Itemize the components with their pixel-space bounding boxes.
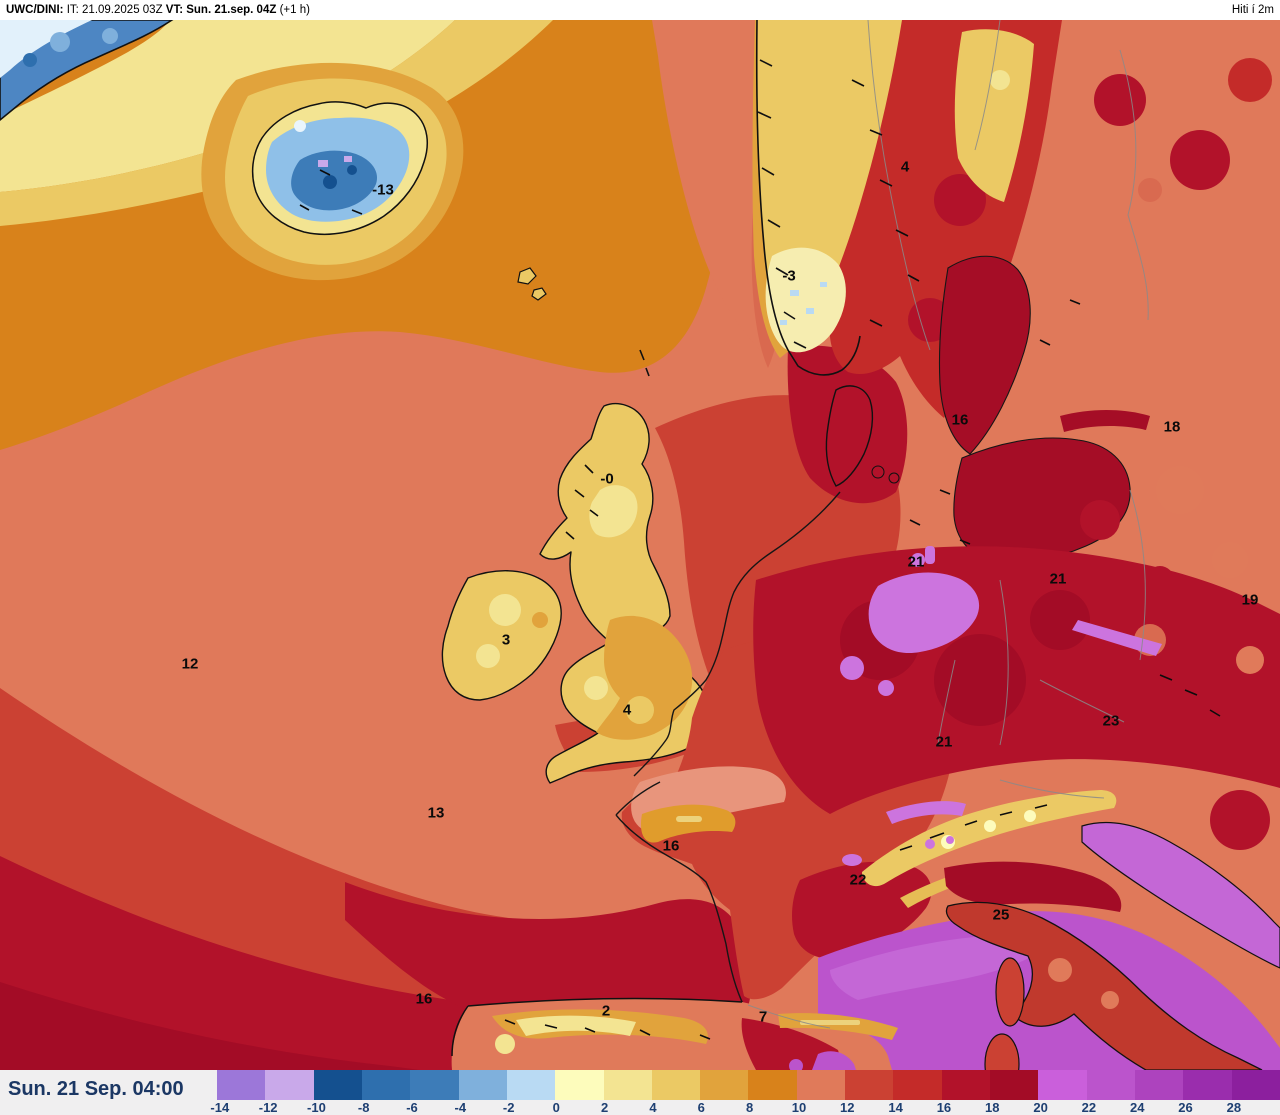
colorbar-swatch bbox=[361, 1070, 411, 1100]
country-borders bbox=[747, 20, 1149, 1029]
colorbar-tick-label: 20 bbox=[1033, 1100, 1048, 1115]
colorbar-tick-label: 4 bbox=[649, 1100, 657, 1115]
header-bar: UWC/DINI: IT: 21.09.2025 03Z VT: Sun. 21… bbox=[0, 0, 1280, 20]
init-time: IT: 21.09.2025 03Z bbox=[63, 4, 166, 16]
colorbar-swatch bbox=[1038, 1070, 1087, 1100]
temperature-label: 25 bbox=[992, 906, 1010, 924]
colorbar-swatch bbox=[700, 1070, 749, 1100]
temperature-label: 16 bbox=[415, 990, 433, 1008]
color-scale-ticks: -14 -12 -10 -8 -6 -4 -2 0 2 4 6 8 10 12 14 16 18 20 22 24 26… bbox=[210, 1100, 1280, 1115]
colorbar-tick-label: 0 bbox=[552, 1100, 560, 1115]
colorbar-swatch bbox=[748, 1070, 797, 1100]
colorbar-tick-label: 24 bbox=[1129, 1100, 1145, 1115]
temperature-label: 16 bbox=[662, 837, 680, 855]
colorbar-swatch bbox=[941, 1070, 990, 1100]
colorbar-swatch bbox=[458, 1070, 507, 1100]
temperature-label: 23 bbox=[1102, 712, 1120, 730]
colorbar-tick-label: -4 bbox=[454, 1100, 467, 1115]
color-scale: -14 -12 -10 -8 -6 -4 -2 0 2 4 6 8 10 12 14 16 18 20 22 24 26… bbox=[210, 1070, 1280, 1115]
colorbar-tick-label: 8 bbox=[745, 1100, 754, 1115]
colorbar-swatch bbox=[313, 1070, 362, 1100]
colorbar-tick-label: -12 bbox=[258, 1100, 278, 1115]
colorbar-tick-label: 10 bbox=[791, 1100, 807, 1115]
colorbar-swatch bbox=[893, 1070, 942, 1100]
valid-datetime: Sun. 21 Sep. 04:00 bbox=[8, 1078, 184, 1100]
temperature-label: 7 bbox=[758, 1008, 768, 1026]
terrain-hatches bbox=[299, 79, 1221, 1040]
map-graphic bbox=[0, 20, 1280, 1070]
temperature-label: 22 bbox=[849, 871, 867, 889]
colorbar-swatch bbox=[1134, 1070, 1184, 1100]
parameter-title: Hiti í 2m bbox=[1231, 4, 1274, 16]
colorbar-swatch bbox=[603, 1070, 652, 1100]
colorbar-tick-label: -8 bbox=[357, 1100, 370, 1115]
colorbar-swatch bbox=[990, 1070, 1039, 1100]
colorbar-tick-label: -2 bbox=[502, 1100, 515, 1115]
colorbar-tick-label: 16 bbox=[936, 1100, 952, 1115]
colorbar-tick-label: 6 bbox=[697, 1100, 705, 1115]
temperature-label: 16 bbox=[951, 411, 969, 429]
footer-bar: Sun. 21 Sep. 04:00 -14 -12 -10 -8 -6 -4 -2 0 2 4 6… bbox=[0, 1070, 1280, 1115]
model-label: UWC/DINI: bbox=[6, 4, 64, 16]
temperature-label: 21 bbox=[907, 553, 925, 571]
colorbar-swatch bbox=[410, 1070, 459, 1100]
temperature-label: 4 bbox=[900, 158, 910, 176]
colorbar-tick-label: -10 bbox=[307, 1100, 326, 1115]
colorbar-swatch bbox=[1086, 1070, 1135, 1100]
temperature-label: 21 bbox=[1049, 570, 1067, 588]
temperature-label: 3 bbox=[501, 631, 511, 649]
colorbar-tick-label: -6 bbox=[406, 1100, 418, 1115]
colorbar-swatch bbox=[506, 1070, 556, 1100]
land-layer bbox=[0, 20, 1280, 1070]
temperature-label: -3 bbox=[782, 267, 796, 285]
temperature-map: -13 4 -3 -0 3 4 12 13 16 16 2 7 22 25 21 23 21 21 19 18 16 bbox=[0, 20, 1280, 1070]
temperature-label: 19 bbox=[1241, 591, 1259, 609]
colorbar-swatch bbox=[217, 1070, 266, 1100]
colorbar-swatch bbox=[555, 1070, 604, 1100]
temperature-label: 12 bbox=[181, 655, 199, 673]
colorbar-tick-label: 2 bbox=[600, 1100, 609, 1115]
temperature-label: 13 bbox=[427, 804, 445, 822]
colorbar-tick-label: 18 bbox=[985, 1100, 1000, 1115]
temperature-label: -0 bbox=[600, 470, 614, 488]
color-scale-swatches bbox=[217, 1070, 1280, 1100]
colorbar-tick-label: 26 bbox=[1178, 1100, 1193, 1115]
colorbar-swatch bbox=[1231, 1070, 1280, 1100]
temperature-label: 18 bbox=[1163, 418, 1181, 436]
colorbar-tick-label: 22 bbox=[1081, 1100, 1097, 1115]
colorbar-swatch bbox=[845, 1070, 894, 1100]
forecast-offset: (+1 h) bbox=[276, 4, 310, 16]
temperature-label: 4 bbox=[622, 701, 632, 719]
colorbar-swatch bbox=[1183, 1070, 1232, 1100]
colorbar-swatch bbox=[265, 1070, 314, 1100]
colorbar-tick-label: -14 bbox=[210, 1100, 230, 1115]
colorbar-swatch bbox=[651, 1070, 701, 1100]
colorbar-tick-label: 12 bbox=[840, 1100, 855, 1115]
temperature-label: 21 bbox=[935, 733, 953, 751]
colorbar-tick-label: 28 bbox=[1226, 1100, 1242, 1115]
colorbar-swatch bbox=[796, 1070, 846, 1100]
colorbar-tick-label: 14 bbox=[888, 1100, 903, 1115]
temperature-label: -13 bbox=[372, 181, 394, 199]
run-info: UWC/DINI: IT: 21.09.2025 03Z VT: Sun. 21… bbox=[6, 4, 310, 16]
valid-time: VT: Sun. 21.sep. 04Z bbox=[165, 4, 277, 16]
temperature-label: 2 bbox=[601, 1002, 611, 1020]
